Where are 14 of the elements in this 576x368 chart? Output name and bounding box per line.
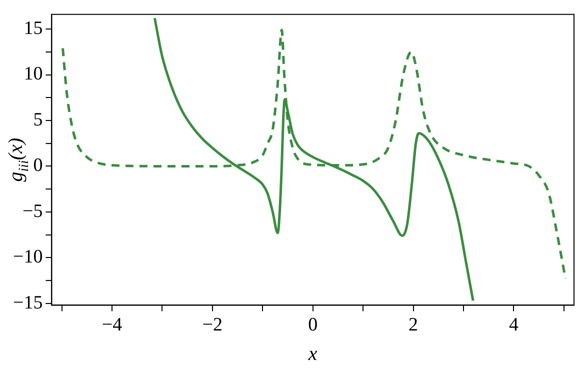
x-tick-label: −2 (202, 314, 223, 336)
y-tick-label: 15 (24, 18, 43, 40)
y-tick-label: 5 (33, 109, 43, 130)
x-axis-title: x (307, 343, 318, 365)
y-tick-label: −15 (12, 292, 43, 314)
y-tick-label: 0 (33, 155, 43, 176)
y-tick-label: −10 (12, 246, 43, 268)
y-tick-label: 10 (24, 64, 43, 85)
x-tick-label: 0 (308, 314, 318, 336)
y-axis-title: giii(x) (5, 138, 32, 182)
x-tick-label: 2 (408, 314, 418, 336)
y-tick-label: −5 (22, 200, 43, 222)
x-tick-label: −4 (102, 314, 123, 336)
x-tick-label: 4 (508, 314, 519, 336)
